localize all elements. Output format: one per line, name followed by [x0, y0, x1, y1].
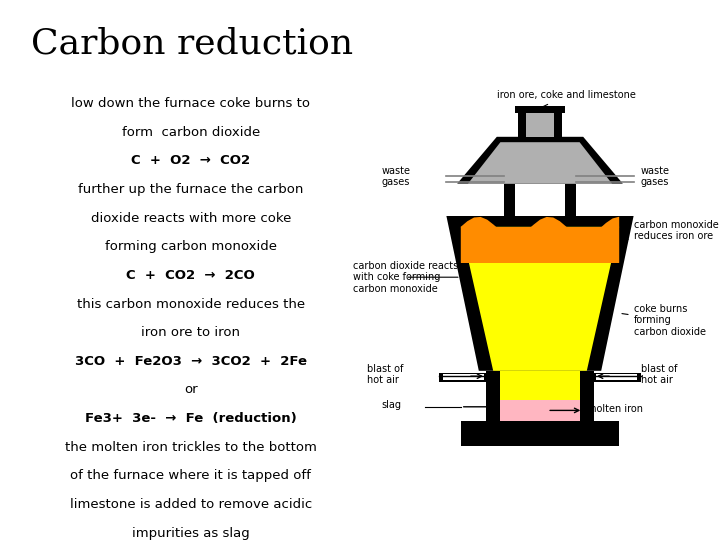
Text: dioxide reacts with more coke: dioxide reacts with more coke	[91, 212, 291, 225]
Text: impurities as slag: impurities as slag	[132, 526, 250, 539]
Text: Fe3+  3e-  →  Fe  (reduction): Fe3+ 3e- → Fe (reduction)	[85, 412, 297, 425]
Text: further up the furnace the carbon: further up the furnace the carbon	[78, 183, 304, 196]
Text: C  +  O2  →  CO2: C + O2 → CO2	[131, 154, 251, 167]
Text: waste
gases: waste gases	[641, 166, 670, 187]
Bar	[461, 421, 619, 447]
Text: form  carbon dioxide: form carbon dioxide	[122, 126, 260, 139]
Text: slag: slag	[382, 400, 402, 410]
Bar	[486, 371, 594, 421]
Text: waste
gases: waste gases	[382, 166, 410, 187]
Polygon shape	[461, 227, 619, 371]
Text: C  +  CO2  →  2CO: C + CO2 → 2CO	[127, 269, 255, 282]
Bar	[515, 184, 565, 216]
Text: of the furnace where it is tapped off: of the furnace where it is tapped off	[71, 469, 311, 482]
Bar	[500, 400, 580, 421]
Bar	[439, 373, 486, 382]
Bar	[594, 373, 641, 382]
Polygon shape	[461, 227, 619, 263]
Text: Carbon reduction: Carbon reduction	[30, 27, 353, 61]
Polygon shape	[446, 216, 634, 371]
Text: carbon dioxide reacts
with coke forming
carbon monoxide: carbon dioxide reacts with coke forming …	[353, 261, 458, 294]
Text: limestone is added to remove acidic: limestone is added to remove acidic	[70, 498, 312, 511]
Polygon shape	[468, 142, 612, 184]
Bar	[443, 374, 484, 380]
Text: blast of
hot air: blast of hot air	[641, 363, 678, 385]
Text: iron ore to iron: iron ore to iron	[141, 326, 240, 339]
Text: iron ore, coke and limestone: iron ore, coke and limestone	[497, 90, 636, 110]
Text: molten iron: molten iron	[587, 403, 643, 414]
Text: this carbon monoxide reduces the: this carbon monoxide reduces the	[77, 298, 305, 310]
Polygon shape	[457, 137, 623, 184]
Text: the molten iron trickles to the bottom: the molten iron trickles to the bottom	[65, 441, 317, 454]
Text: low down the furnace coke burns to: low down the furnace coke burns to	[71, 97, 310, 110]
Text: or: or	[184, 383, 197, 396]
Bar	[526, 112, 554, 137]
Text: 3CO  +  Fe2O3  →  3CO2  +  2Fe: 3CO + Fe2O3 → 3CO2 + 2Fe	[75, 355, 307, 368]
Bar	[500, 371, 580, 421]
Bar	[515, 106, 565, 113]
Text: coke burns
forming
carbon dioxide: coke burns forming carbon dioxide	[622, 304, 706, 337]
Bar	[504, 184, 576, 216]
Text: forming carbon monoxide: forming carbon monoxide	[105, 240, 276, 253]
Bar	[596, 374, 637, 380]
Bar	[518, 112, 562, 137]
Text: carbon monoxide
reduces iron ore: carbon monoxide reduces iron ore	[622, 220, 719, 241]
Text: blast of
hot air: blast of hot air	[367, 363, 404, 385]
Polygon shape	[461, 217, 619, 263]
